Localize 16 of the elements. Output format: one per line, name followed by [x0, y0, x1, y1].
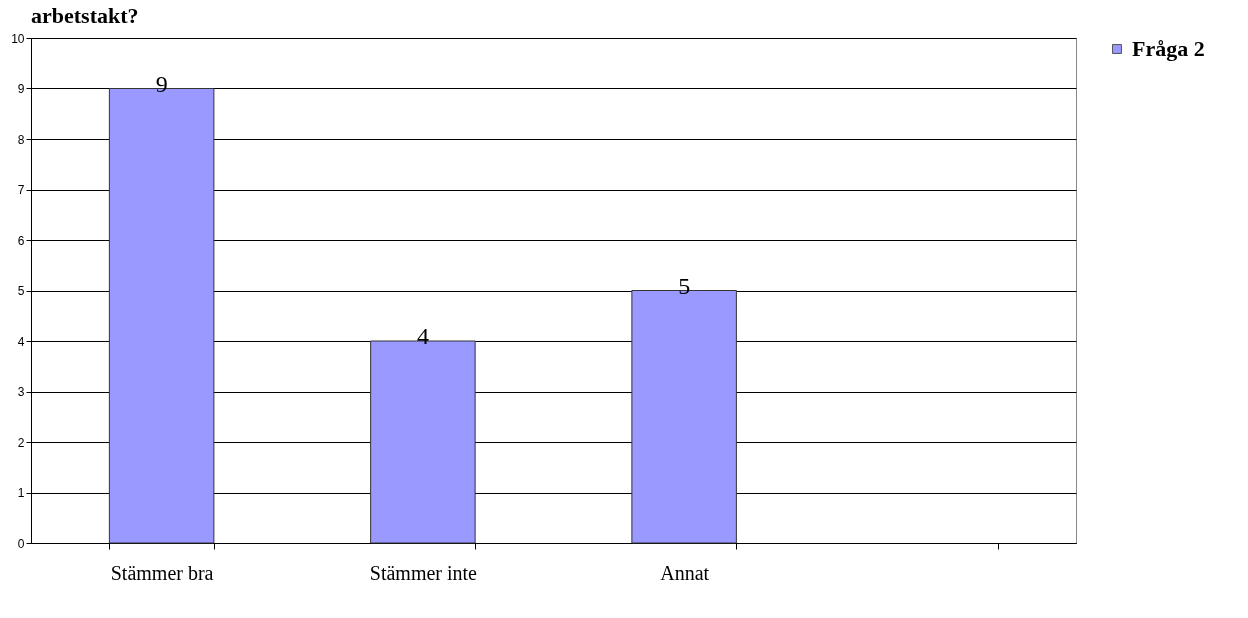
legend-label: Fråga 2 [1132, 36, 1205, 61]
y-tick-label: 9 [17, 82, 25, 96]
x-tick-label: Annat [660, 561, 710, 584]
y-tick-label: 4 [17, 334, 25, 349]
y-tick-label: 2 [17, 435, 25, 450]
y-tick-label: 1 [17, 486, 25, 500]
y-tick-label: 8 [17, 132, 25, 147]
chart-title: arbetstakt? [31, 3, 139, 28]
y-tick-label: 7 [17, 183, 25, 197]
x-tick-label: Stämmer inte [369, 561, 478, 584]
y-tick-label: 5 [17, 284, 25, 298]
y-tick-label: 0 [17, 536, 25, 551]
y-tick-label: 10 [11, 31, 25, 46]
y-tick-label: 6 [17, 233, 25, 248]
y-tick-label: 3 [17, 385, 25, 399]
x-tick-label: Stämmer bra [110, 561, 214, 584]
